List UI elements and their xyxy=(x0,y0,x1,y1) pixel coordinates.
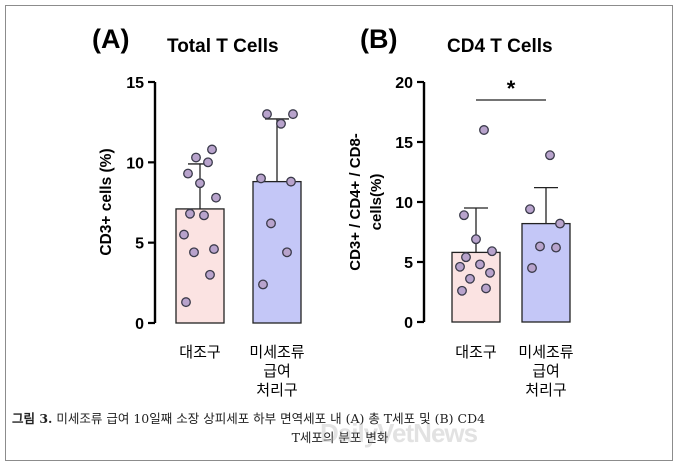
x-category-label-line: 대조구 xyxy=(179,343,220,361)
data-point xyxy=(191,152,201,163)
data-point xyxy=(266,218,276,229)
data-point xyxy=(199,210,209,221)
data-point xyxy=(183,168,193,179)
y-tick-label: 20 xyxy=(395,75,413,92)
chart-a-title: Total T Cells xyxy=(167,36,279,57)
chart-b-ylabel-line1: CD3+ / CD4+ / CD8- xyxy=(347,133,364,271)
x-category-label: 대조구 xyxy=(455,343,496,361)
data-point xyxy=(471,234,481,245)
panel-label-a: (A) xyxy=(92,24,129,54)
x-category-label-line: 미세조류 xyxy=(249,343,304,361)
x-category-label-line: 급여 xyxy=(263,362,291,380)
data-point xyxy=(479,125,489,135)
data-point xyxy=(179,229,189,240)
y-tick-label: 0 xyxy=(135,316,144,333)
data-point xyxy=(195,178,205,189)
data-point xyxy=(205,269,215,280)
chart-b-ylabel-line2: cells(%) xyxy=(368,174,385,231)
data-point xyxy=(461,252,471,263)
data-point xyxy=(485,267,495,278)
data-point xyxy=(185,208,195,219)
x-category-label-line: 처리구 xyxy=(256,381,297,399)
x-category-label-line: 처리구 xyxy=(525,381,566,399)
bar xyxy=(252,180,302,324)
data-point xyxy=(459,210,469,221)
x-category-label-line: 급여 xyxy=(532,362,560,380)
data-point xyxy=(288,109,298,120)
data-point xyxy=(189,247,199,258)
data-point xyxy=(276,118,286,129)
chart-b-title: CD4 T Cells xyxy=(447,36,553,57)
x-category-label: 미세조류 급여 처리구 xyxy=(249,343,304,399)
data-point xyxy=(487,246,497,257)
x-category-label-line: 미세조류 xyxy=(518,343,573,361)
y-tick-label: 0 xyxy=(404,315,413,332)
chart-a-plot: 0 5 10 15 대조구 미세조류 급여 처리구 xyxy=(126,75,305,399)
caption-line2: T세포의 분포 변화 xyxy=(291,430,389,445)
data-point xyxy=(527,263,537,273)
panel-label-b: (B) xyxy=(360,24,397,54)
chart-a-ylabel: CD3+ cells (%) xyxy=(98,148,115,255)
data-point xyxy=(211,192,221,203)
data-point xyxy=(475,259,485,270)
y-tick-label: 15 xyxy=(126,75,144,92)
data-point xyxy=(203,157,213,168)
data-point xyxy=(525,204,535,215)
data-point xyxy=(282,247,292,258)
caption-text: 미세조류 급여 10일째 소장 상피세포 하부 면역세포 내 (A) 총 T세포… xyxy=(56,411,486,426)
significance-label: * xyxy=(507,76,516,101)
x-category-label: 대조구 xyxy=(179,343,220,361)
data-point xyxy=(555,218,565,229)
y-tick-label: 5 xyxy=(404,255,413,272)
data-point xyxy=(455,261,465,272)
chart-b-plot: 0 5 10 15 20 * 대조구 미세조류 급여 처리구 xyxy=(395,75,574,399)
data-point xyxy=(286,176,296,187)
y-tick-label: 10 xyxy=(395,195,413,212)
data-point xyxy=(181,297,191,308)
y-tick-label: 15 xyxy=(395,135,413,152)
y-tick-label: 5 xyxy=(135,236,144,253)
data-point xyxy=(209,244,219,255)
data-point xyxy=(545,150,555,161)
data-point xyxy=(457,285,467,296)
data-point xyxy=(551,242,561,253)
data-point xyxy=(481,283,491,294)
figure-caption: 그림 3. 미세조류 급여 10일째 소장 상피세포 하부 면역세포 내 (A)… xyxy=(12,409,668,447)
data-point xyxy=(262,109,272,120)
data-point xyxy=(465,273,475,284)
caption-label: 그림 3. xyxy=(12,411,53,426)
data-point xyxy=(207,144,217,155)
y-tick-label: 10 xyxy=(126,155,144,172)
chart-b-ylabel: CD3+ / CD4+ / CD8- cells(%) xyxy=(347,133,385,271)
x-category-label: 미세조류 급여 처리구 xyxy=(518,343,573,399)
data-point xyxy=(256,173,266,184)
bar xyxy=(521,222,571,323)
data-point xyxy=(535,241,545,252)
x-category-label-line: 대조구 xyxy=(455,343,496,361)
data-point xyxy=(258,279,268,290)
